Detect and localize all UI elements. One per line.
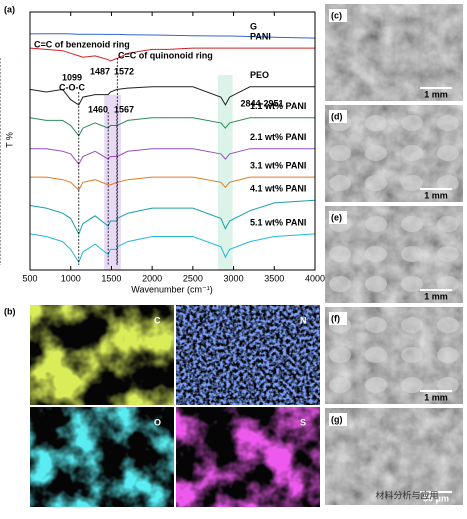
panel-label: (b) bbox=[4, 306, 16, 316]
series-label: 5.1 wt% PANI bbox=[250, 217, 306, 227]
annotation: C=C of quinonoid ring bbox=[118, 50, 213, 60]
series-label: G bbox=[250, 21, 257, 31]
y-axis-title: T % bbox=[4, 132, 14, 148]
map-label: S bbox=[300, 417, 306, 427]
sem-bump bbox=[437, 175, 459, 191]
annotation: 1460 bbox=[88, 104, 108, 114]
x-tick-label: 4000 bbox=[305, 273, 325, 283]
sem-bump bbox=[401, 276, 423, 292]
series-line bbox=[29, 86, 315, 106]
sem-bump bbox=[365, 317, 387, 333]
sem-bump bbox=[329, 175, 351, 191]
sem-bump bbox=[401, 145, 423, 161]
sem-bump bbox=[365, 377, 387, 393]
series-line bbox=[29, 33, 316, 39]
sem-bump bbox=[365, 115, 387, 131]
panel-label: (d) bbox=[331, 111, 343, 121]
annotation: 1487 bbox=[90, 66, 110, 76]
panel-label: (g) bbox=[331, 414, 343, 424]
x-tick-label: 3000 bbox=[224, 273, 244, 283]
eds-panels: C N O S bbox=[30, 305, 320, 507]
x-tick-label: 2000 bbox=[142, 273, 162, 283]
eds-map-signal bbox=[176, 407, 320, 507]
annotation: C=C of benzenoid ring bbox=[34, 39, 130, 49]
sem-bump bbox=[365, 276, 387, 292]
scale-label: 1 mm bbox=[424, 89, 448, 99]
sem-bump bbox=[365, 145, 387, 161]
series-line bbox=[29, 199, 316, 236]
sem-bump bbox=[437, 347, 459, 363]
sem-bump bbox=[329, 276, 351, 292]
annotation: 2844-2951 bbox=[240, 98, 283, 108]
sem-bump bbox=[365, 246, 387, 262]
panel-label: (a) bbox=[4, 4, 15, 14]
x-tick-label: 2500 bbox=[183, 273, 203, 283]
sem-bump bbox=[365, 216, 387, 232]
sem-bump bbox=[401, 216, 423, 232]
panel-label: (e) bbox=[331, 212, 342, 222]
x-tick-label: 1500 bbox=[101, 273, 121, 283]
series-label: 2.1 wt% PANI bbox=[250, 132, 306, 142]
sem-bump bbox=[401, 377, 423, 393]
sem-bump bbox=[437, 276, 459, 292]
sem-bump bbox=[437, 115, 459, 131]
sem-image bbox=[325, 4, 463, 101]
label-box bbox=[329, 312, 347, 325]
x-tick-label: 1000 bbox=[61, 273, 81, 283]
label-box bbox=[329, 211, 347, 224]
annotation: C-O-C bbox=[59, 82, 85, 92]
scale-label: 1 mm bbox=[424, 190, 448, 200]
scale-label: 50 μm bbox=[423, 493, 449, 503]
sem-bump bbox=[329, 145, 351, 161]
sem-bump bbox=[365, 347, 387, 363]
annotation: 1567 bbox=[114, 104, 134, 114]
panel-label: (f) bbox=[331, 313, 340, 323]
x-tick-label: 3500 bbox=[264, 273, 284, 283]
eds-map-signal bbox=[30, 407, 174, 507]
map-label: C bbox=[154, 315, 161, 325]
sem-bump bbox=[437, 216, 459, 232]
sem-bump bbox=[437, 145, 459, 161]
label-box bbox=[329, 413, 347, 426]
series-label: PEO bbox=[250, 70, 269, 80]
watermark: 材料分析与应用 bbox=[375, 489, 438, 500]
sem-bump bbox=[401, 175, 423, 191]
plot-frame bbox=[29, 11, 316, 271]
scale-label: 1 mm bbox=[424, 392, 448, 402]
eds-map-signal bbox=[30, 305, 174, 405]
annotation: 1099 bbox=[62, 72, 82, 82]
sem-bump bbox=[437, 246, 459, 262]
series-line bbox=[29, 233, 316, 264]
series-label: 1.1 wt% PANI bbox=[250, 101, 306, 111]
label-box bbox=[329, 9, 347, 22]
sem-bump bbox=[401, 317, 423, 333]
sem-bump bbox=[401, 246, 423, 262]
eds-map-signal bbox=[176, 305, 320, 405]
sem-panels: (c) 1 mm (d) 1 mm (e) 1 mm (f) 1 mm (g) 50 μm bbox=[325, 4, 463, 505]
sem-bump bbox=[329, 377, 351, 393]
x-axis-title: Wavenumber (cm⁻¹) bbox=[131, 284, 212, 294]
sem-image bbox=[325, 408, 463, 505]
x-tick-label: 500 bbox=[22, 273, 37, 283]
sem-bump bbox=[437, 377, 459, 393]
sem-bump bbox=[437, 317, 459, 333]
sem-bump bbox=[401, 115, 423, 131]
sem-bump bbox=[329, 347, 351, 363]
label-box bbox=[329, 110, 347, 123]
map-label: O bbox=[154, 417, 161, 427]
sem-bump bbox=[401, 347, 423, 363]
sem-bump bbox=[365, 175, 387, 191]
sem-bump bbox=[329, 246, 351, 262]
series-label: 4.1 wt% PANI bbox=[250, 184, 306, 194]
series-label: 3.1 wt% PANI bbox=[250, 160, 306, 170]
panel-label: (c) bbox=[331, 10, 342, 20]
scale-label: 1 mm bbox=[424, 291, 448, 301]
series-label: PANI bbox=[250, 31, 271, 41]
annotation: 1572 bbox=[114, 66, 134, 76]
map-label: N bbox=[300, 315, 307, 325]
